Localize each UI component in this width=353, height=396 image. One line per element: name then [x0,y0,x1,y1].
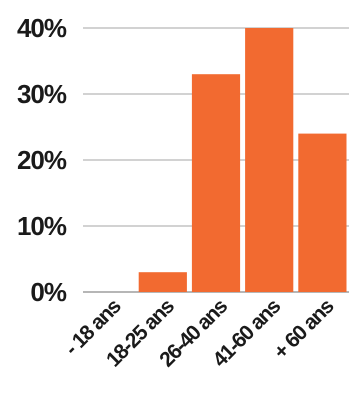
bar-1 [138,272,187,292]
y-tick-label: 30% [17,79,67,109]
bars [138,28,347,292]
y-tick-label: 0% [30,277,66,307]
x-category-label: + 60 ans [269,295,338,364]
y-tick-label: 20% [17,145,67,175]
y-tick-label: 10% [17,211,67,241]
bar-2 [191,74,241,292]
bar-3 [245,28,294,292]
y-axis-tick-labels: 0% 10% 20% 30% 40% [17,13,68,307]
bar-4 [298,133,347,292]
y-tick-label: 40% [17,13,67,43]
